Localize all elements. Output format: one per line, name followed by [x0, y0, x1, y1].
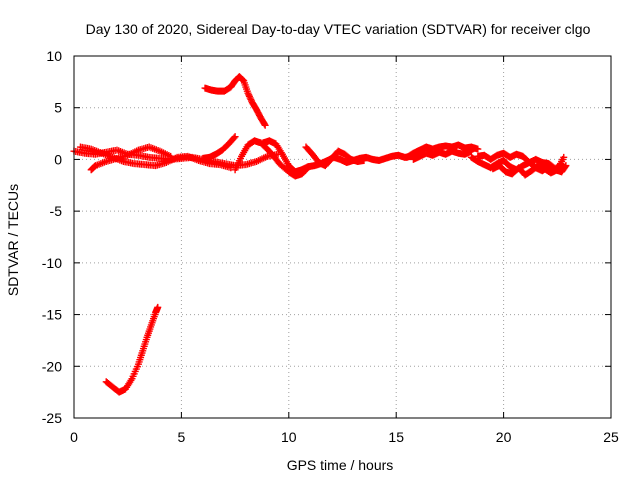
y-tick-label: 10: [46, 48, 62, 64]
series-track-high-b: [409, 147, 475, 163]
y-tick-label: 5: [54, 100, 62, 116]
x-tick-label: 5: [178, 429, 186, 445]
data-point: [474, 145, 482, 153]
x-axis-label: GPS time / hours: [287, 457, 394, 473]
y-tick-label: -5: [50, 203, 63, 219]
x-tick-label: 20: [496, 429, 512, 445]
data-point: [467, 147, 475, 155]
data-series: [70, 73, 570, 396]
data-point: [246, 94, 254, 102]
series-track-right-c: [489, 153, 568, 179]
x-tick-label: 0: [70, 429, 78, 445]
y-tick-label: -10: [42, 255, 62, 271]
y-tick-label: -15: [42, 307, 62, 323]
series-track-mid-b: [302, 143, 368, 170]
data-point: [245, 91, 253, 99]
chart-title: Day 130 of 2020, Sidereal Day-to-day VTE…: [86, 21, 591, 37]
y-axis-ticks: 10 5 0 -5 -10 -15 -20 -25: [42, 48, 611, 426]
data-point: [260, 120, 268, 128]
data-point: [560, 153, 568, 161]
x-tick-label: 10: [281, 429, 297, 445]
y-tick-label: 0: [54, 151, 62, 167]
data-point: [245, 92, 253, 100]
y-tick-label: -25: [42, 410, 62, 426]
plot-frame: [73, 55, 612, 419]
data-point: [261, 121, 269, 129]
series-track-rise-a: [199, 133, 239, 162]
data-point: [154, 303, 162, 311]
data-point: [231, 133, 239, 141]
y-tick-label: -20: [42, 358, 62, 374]
data-point: [230, 134, 238, 142]
series-track-rise-b: [231, 137, 310, 180]
x-axis-ticks: 0 5 10 15 20 25: [70, 56, 619, 445]
x-tick-label: 25: [603, 429, 619, 445]
data-point: [360, 156, 368, 164]
series-track-low: [102, 303, 162, 396]
series-track-peak: [201, 73, 269, 129]
series-track-main-c: [87, 143, 175, 174]
data-point: [247, 95, 255, 103]
data-point: [167, 152, 175, 160]
x-tick-label: 15: [388, 429, 404, 445]
y-axis-label: SDTVAR / TECUs: [5, 184, 21, 296]
data-point: [244, 89, 252, 97]
